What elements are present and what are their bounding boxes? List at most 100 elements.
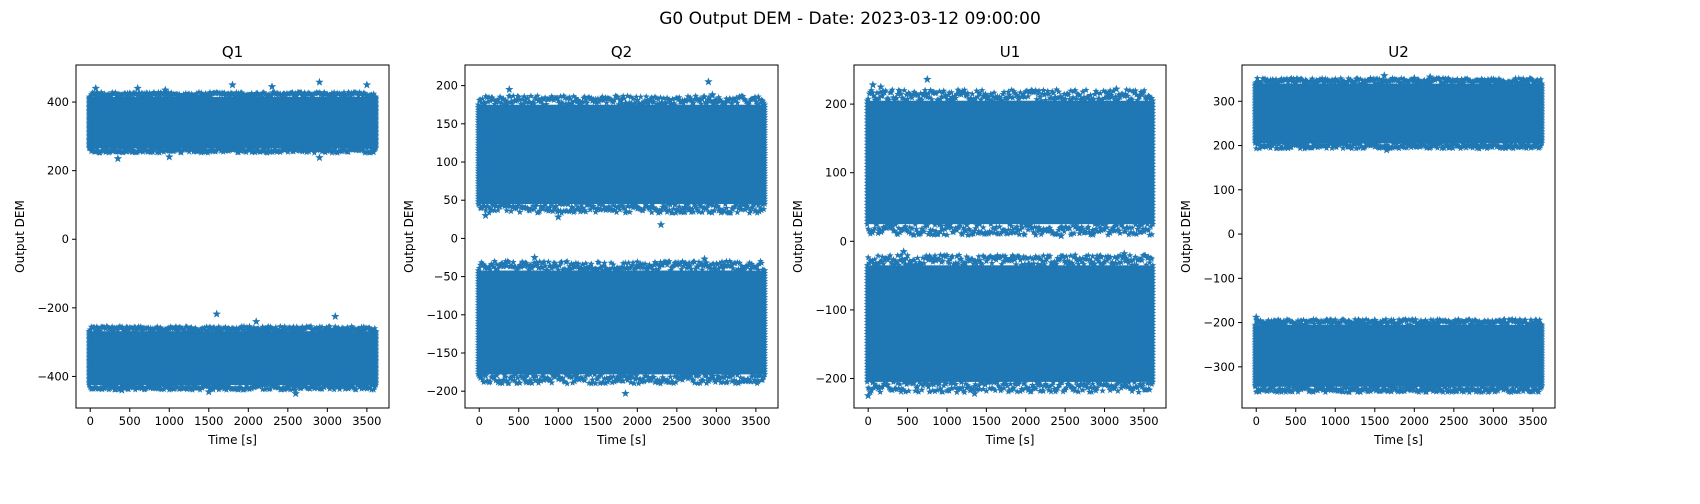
y-tick-label: 150: [436, 117, 458, 131]
data-point: [113, 154, 123, 163]
data-point: [1528, 386, 1538, 395]
axes-frame: [464, 64, 779, 409]
panel-title: U1: [1000, 43, 1021, 61]
axes-frame: [1241, 64, 1556, 409]
panel-title: U2: [1388, 43, 1409, 61]
y-tick-label: 0: [840, 234, 847, 248]
x-tick-label: 1000: [155, 414, 184, 428]
data-point: [656, 220, 666, 229]
x-tick-label: 2000: [1400, 414, 1429, 428]
x-tick-label: 3000: [313, 414, 342, 428]
data-point: [133, 83, 142, 92]
x-tick-label: 3000: [1090, 414, 1119, 428]
data-point: [704, 77, 713, 86]
x-tick-label: 0: [87, 414, 94, 428]
x-tick-label: 0: [1253, 414, 1260, 428]
y-tick-label: −300: [1203, 360, 1235, 374]
data-point: [899, 247, 908, 256]
x-tick-label: 1000: [1321, 414, 1350, 428]
data-area: [863, 75, 1157, 400]
y-tick-label: −200: [815, 372, 847, 386]
data-point: [228, 80, 237, 89]
data-point: [876, 82, 885, 91]
data-point: [204, 387, 213, 396]
panel-title: Q2: [611, 43, 632, 61]
data-point: [708, 90, 717, 99]
data-point: [267, 82, 277, 91]
y-tick-label: 0: [62, 232, 69, 246]
x-tick-label: 1500: [194, 414, 223, 428]
data-band-edge: [85, 322, 380, 393]
x-axis-label: Time [s]: [985, 433, 1035, 447]
data-band: [479, 104, 764, 205]
data-point: [1425, 72, 1435, 81]
x-tick-label: 1500: [972, 414, 1001, 428]
x-tick-label: 500: [508, 414, 530, 428]
data-area: [1251, 71, 1546, 396]
data-point: [743, 375, 753, 384]
data-point: [1410, 73, 1419, 82]
x-tick-label: 500: [1285, 414, 1307, 428]
data-point: [481, 211, 490, 220]
data-point: [923, 75, 932, 83]
x-tick-label: 500: [119, 414, 141, 428]
data-band-edge: [863, 251, 1157, 396]
x-tick-label: 3500: [741, 414, 770, 428]
y-tick-label: −200: [1203, 316, 1235, 330]
data-point: [331, 312, 340, 320]
data-point: [868, 80, 878, 89]
data-point: [720, 260, 729, 269]
data-point: [875, 226, 885, 235]
data-band-edge: [474, 257, 769, 387]
data-band: [1256, 324, 1541, 387]
data-point: [161, 85, 170, 94]
data-point: [91, 83, 100, 92]
y-axis-label: Output DEM: [13, 200, 27, 273]
data-area: [85, 77, 380, 398]
x-tick-label: 500: [897, 414, 919, 428]
data-point: [212, 309, 221, 318]
chart-panel-u2: 0 500 1000 1500 2000 2500 3000 35003002001000−1…: [1179, 43, 1556, 447]
axes-frame: [75, 64, 390, 409]
data-point: [1252, 312, 1261, 321]
data-point: [1112, 84, 1121, 93]
data-point: [1104, 89, 1113, 98]
data-band-edge: [1251, 74, 1546, 152]
data-point: [530, 253, 539, 262]
data-point: [252, 317, 261, 326]
data-point: [621, 389, 630, 397]
data-band: [868, 100, 1152, 225]
x-tick-label: 3000: [1479, 414, 1508, 428]
data-band: [868, 265, 1152, 382]
y-tick-label: 0: [451, 231, 458, 245]
y-tick-label: 0: [1228, 227, 1235, 241]
data-point: [315, 153, 324, 162]
data-point: [864, 391, 873, 400]
chart-panel-q1: 0 500 1000 1500 2000 2500 3000 35004002000−200−…: [13, 43, 390, 447]
y-tick-label: −200: [37, 301, 69, 315]
x-tick-label: 3500: [1129, 414, 1158, 428]
y-tick-label: 200: [1213, 139, 1235, 153]
data-band-edge: [863, 86, 1157, 239]
data-point: [1088, 230, 1097, 238]
y-tick-label: 100: [436, 155, 458, 169]
data-point: [315, 77, 324, 86]
y-tick-label: 300: [1213, 94, 1235, 108]
y-tick-label: −100: [426, 308, 458, 322]
x-tick-label: 1000: [932, 414, 961, 428]
data-point: [712, 96, 721, 105]
y-tick-label: 200: [436, 79, 458, 93]
chart-panels: 0 500 1000 1500 2000 2500 3000 35004002000−200−…: [13, 43, 1556, 447]
axes-frame: [853, 64, 1167, 409]
data-point: [1068, 384, 1078, 393]
data-band-edge: [474, 92, 769, 216]
data-point: [1096, 252, 1105, 260]
data-point: [680, 207, 689, 216]
data-point: [970, 389, 979, 398]
data-area: [474, 77, 769, 397]
y-tick-label: 400: [47, 95, 69, 109]
data-point: [362, 80, 372, 89]
data-point: [1346, 384, 1356, 393]
